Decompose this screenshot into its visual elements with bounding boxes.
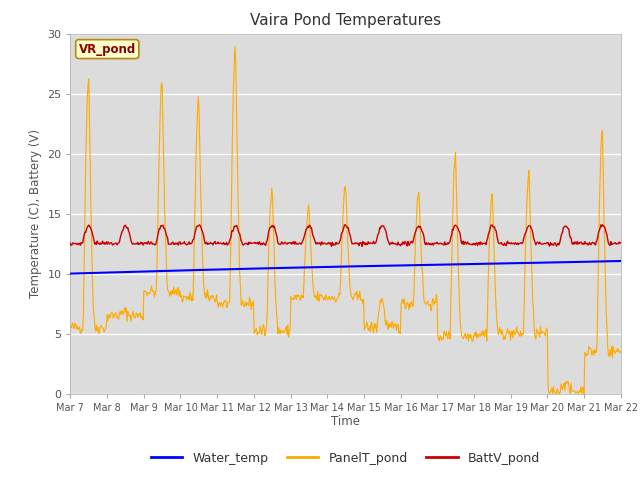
Title: Vaira Pond Temperatures: Vaira Pond Temperatures bbox=[250, 13, 441, 28]
Text: VR_pond: VR_pond bbox=[79, 43, 136, 56]
Legend: Water_temp, PanelT_pond, BattV_pond: Water_temp, PanelT_pond, BattV_pond bbox=[146, 447, 545, 469]
X-axis label: Time: Time bbox=[331, 415, 360, 429]
Y-axis label: Temperature (C), Battery (V): Temperature (C), Battery (V) bbox=[29, 129, 42, 298]
